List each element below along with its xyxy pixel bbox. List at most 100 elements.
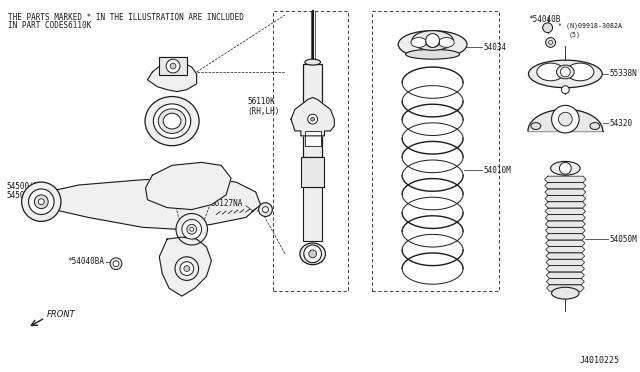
Polygon shape — [545, 183, 586, 189]
Polygon shape — [35, 178, 260, 229]
Text: *54040B: *54040B — [528, 15, 561, 24]
Circle shape — [548, 41, 552, 44]
Ellipse shape — [529, 60, 602, 88]
Circle shape — [304, 245, 321, 263]
Ellipse shape — [411, 38, 427, 47]
Bar — [305, 131, 321, 146]
Ellipse shape — [398, 31, 467, 58]
Circle shape — [182, 219, 202, 239]
Polygon shape — [547, 272, 584, 278]
Polygon shape — [546, 259, 584, 266]
Circle shape — [187, 224, 196, 234]
Polygon shape — [145, 163, 231, 209]
Polygon shape — [545, 227, 585, 234]
Polygon shape — [546, 266, 584, 272]
Ellipse shape — [566, 63, 594, 81]
Polygon shape — [546, 234, 585, 240]
Bar — [303, 187, 323, 241]
Circle shape — [180, 262, 194, 276]
Text: (RH,LH): (RH,LH) — [248, 107, 280, 116]
Ellipse shape — [158, 109, 186, 134]
Circle shape — [259, 203, 273, 217]
Text: 56127NA: 56127NA — [211, 199, 243, 208]
Polygon shape — [547, 285, 584, 291]
Circle shape — [166, 59, 180, 73]
Polygon shape — [545, 215, 586, 221]
Text: 54034: 54034 — [484, 43, 507, 52]
Ellipse shape — [412, 31, 453, 50]
Bar — [159, 57, 187, 75]
Polygon shape — [528, 109, 603, 131]
Circle shape — [175, 257, 198, 280]
Ellipse shape — [557, 65, 574, 79]
Circle shape — [35, 195, 48, 209]
Circle shape — [113, 261, 119, 267]
Ellipse shape — [537, 63, 564, 81]
Text: 54501(LH): 54501(LH) — [7, 191, 49, 201]
Bar — [301, 157, 324, 187]
Circle shape — [310, 117, 315, 121]
Text: J4010225: J4010225 — [579, 356, 620, 365]
Ellipse shape — [550, 161, 580, 175]
Ellipse shape — [438, 38, 454, 47]
Ellipse shape — [154, 104, 191, 138]
Circle shape — [561, 67, 570, 77]
Text: 54050M: 54050M — [609, 235, 637, 244]
Ellipse shape — [590, 123, 600, 129]
Ellipse shape — [543, 25, 552, 30]
Circle shape — [184, 266, 189, 272]
Ellipse shape — [552, 287, 579, 299]
Text: 54010M: 54010M — [484, 166, 511, 175]
Ellipse shape — [145, 96, 199, 146]
Circle shape — [561, 86, 569, 94]
Polygon shape — [291, 97, 334, 136]
Polygon shape — [545, 189, 586, 195]
Circle shape — [189, 227, 194, 231]
Ellipse shape — [426, 38, 440, 47]
Polygon shape — [545, 202, 586, 208]
Text: 54320: 54320 — [609, 119, 633, 128]
Text: 54500(RH): 54500(RH) — [7, 183, 49, 192]
Text: (5): (5) — [568, 31, 580, 38]
Polygon shape — [546, 253, 585, 259]
Circle shape — [110, 258, 122, 270]
Circle shape — [170, 63, 176, 69]
Polygon shape — [147, 60, 196, 92]
Polygon shape — [547, 278, 584, 285]
Circle shape — [559, 112, 572, 126]
Circle shape — [308, 250, 317, 258]
Polygon shape — [545, 195, 586, 202]
Polygon shape — [545, 208, 586, 215]
Polygon shape — [546, 247, 585, 253]
Circle shape — [262, 207, 268, 212]
Ellipse shape — [406, 49, 460, 59]
Circle shape — [546, 38, 556, 47]
Circle shape — [38, 199, 44, 205]
Circle shape — [552, 105, 579, 133]
Bar — [273, 11, 348, 291]
Bar — [372, 11, 499, 291]
Text: 55338N: 55338N — [609, 70, 637, 78]
Circle shape — [22, 182, 61, 221]
Circle shape — [176, 214, 207, 245]
Text: * (N)09918-3082A: * (N)09918-3082A — [559, 22, 623, 29]
Text: THE PARTS MARKED * IN THE ILLUSTRATION ARE INCLUDED: THE PARTS MARKED * IN THE ILLUSTRATION A… — [8, 13, 244, 22]
Circle shape — [29, 189, 54, 215]
Text: FRONT: FRONT — [47, 310, 76, 319]
Circle shape — [559, 163, 572, 174]
Polygon shape — [546, 240, 585, 247]
Circle shape — [543, 23, 552, 33]
Ellipse shape — [305, 59, 321, 65]
Text: *54040BA: *54040BA — [67, 257, 104, 266]
Text: 56110K: 56110K — [248, 97, 275, 106]
Polygon shape — [159, 237, 211, 296]
Text: IN PART CODES6110K: IN PART CODES6110K — [8, 21, 91, 30]
Ellipse shape — [531, 123, 541, 129]
Circle shape — [308, 114, 317, 124]
Bar — [303, 64, 323, 157]
Ellipse shape — [163, 113, 181, 129]
Ellipse shape — [300, 243, 326, 264]
Circle shape — [426, 33, 440, 47]
Polygon shape — [545, 176, 586, 183]
Text: L: L — [311, 136, 315, 142]
